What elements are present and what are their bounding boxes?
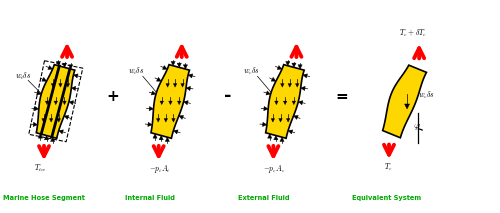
Polygon shape xyxy=(298,101,303,105)
Polygon shape xyxy=(186,86,190,91)
Polygon shape xyxy=(151,91,156,95)
Text: $- p_eA_e$: $- p_eA_e$ xyxy=(264,163,286,175)
Polygon shape xyxy=(286,61,290,66)
Polygon shape xyxy=(156,119,160,122)
Polygon shape xyxy=(156,77,161,81)
Polygon shape xyxy=(42,119,45,122)
Polygon shape xyxy=(264,106,268,111)
Text: Internal Fluid: Internal Fluid xyxy=(126,195,175,201)
Polygon shape xyxy=(188,74,193,78)
Polygon shape xyxy=(164,119,168,122)
Polygon shape xyxy=(151,65,190,138)
Polygon shape xyxy=(162,66,168,69)
Polygon shape xyxy=(33,122,38,127)
Polygon shape xyxy=(34,106,39,111)
Text: $\varphi$: $\varphi$ xyxy=(413,122,421,132)
Polygon shape xyxy=(171,61,175,66)
Polygon shape xyxy=(165,137,170,141)
Polygon shape xyxy=(184,65,188,69)
Polygon shape xyxy=(172,119,175,122)
Polygon shape xyxy=(181,84,184,87)
Text: $w_t\delta s$: $w_t\delta s$ xyxy=(14,71,31,82)
Text: External Fluid: External Fluid xyxy=(238,195,289,201)
Polygon shape xyxy=(62,101,66,105)
Text: $T_e$: $T_e$ xyxy=(384,161,393,173)
Text: $w_e\delta s$: $w_e\delta s$ xyxy=(418,89,435,101)
Polygon shape xyxy=(38,134,42,138)
Polygon shape xyxy=(57,119,60,122)
Polygon shape xyxy=(292,63,296,67)
Polygon shape xyxy=(44,135,48,140)
Polygon shape xyxy=(179,115,184,119)
Polygon shape xyxy=(166,84,170,87)
Polygon shape xyxy=(404,104,409,109)
Text: Equivalent System: Equivalent System xyxy=(352,195,422,201)
Polygon shape xyxy=(184,101,188,105)
Polygon shape xyxy=(382,65,426,138)
Polygon shape xyxy=(50,119,53,122)
Text: Marine Hose Segment: Marine Hose Segment xyxy=(3,195,85,201)
Text: +: + xyxy=(106,89,120,104)
Polygon shape xyxy=(148,122,152,127)
Text: -: - xyxy=(224,88,232,105)
Polygon shape xyxy=(298,65,302,69)
Polygon shape xyxy=(56,61,60,66)
Polygon shape xyxy=(153,134,157,138)
Polygon shape xyxy=(268,134,272,138)
Polygon shape xyxy=(36,65,75,138)
Polygon shape xyxy=(266,65,304,138)
Polygon shape xyxy=(159,135,164,140)
Text: $w_i\delta s$: $w_i\delta s$ xyxy=(128,66,144,77)
Text: $w_e\delta s$: $w_e\delta s$ xyxy=(242,66,260,77)
Polygon shape xyxy=(300,86,305,91)
Polygon shape xyxy=(277,66,282,69)
Polygon shape xyxy=(62,63,66,67)
Polygon shape xyxy=(58,130,64,134)
Polygon shape xyxy=(178,101,181,105)
Polygon shape xyxy=(149,106,154,111)
Polygon shape xyxy=(68,65,73,69)
Polygon shape xyxy=(262,122,267,127)
Text: $- p_iA_i$: $- p_iA_i$ xyxy=(148,163,170,175)
Polygon shape xyxy=(280,84,284,87)
Polygon shape xyxy=(54,101,58,105)
Polygon shape xyxy=(279,119,282,122)
Polygon shape xyxy=(69,101,73,105)
Polygon shape xyxy=(286,119,290,122)
Polygon shape xyxy=(288,84,292,87)
Polygon shape xyxy=(174,130,178,134)
Polygon shape xyxy=(74,74,78,78)
Polygon shape xyxy=(58,84,62,87)
Polygon shape xyxy=(46,101,49,105)
Polygon shape xyxy=(266,91,270,95)
Polygon shape xyxy=(303,74,308,78)
Polygon shape xyxy=(271,119,274,122)
Polygon shape xyxy=(288,130,293,134)
Polygon shape xyxy=(294,115,298,119)
Polygon shape xyxy=(274,101,278,105)
Polygon shape xyxy=(271,77,276,81)
Text: =: = xyxy=(336,89,348,104)
Polygon shape xyxy=(48,66,52,69)
Polygon shape xyxy=(296,84,299,87)
Polygon shape xyxy=(168,101,172,105)
Polygon shape xyxy=(177,63,182,67)
Polygon shape xyxy=(42,77,46,81)
Polygon shape xyxy=(174,84,177,87)
Polygon shape xyxy=(72,86,76,91)
Polygon shape xyxy=(292,101,296,105)
Polygon shape xyxy=(280,137,284,141)
Text: $T_e + \delta T_e$: $T_e + \delta T_e$ xyxy=(398,28,427,39)
Polygon shape xyxy=(50,137,55,141)
Polygon shape xyxy=(51,84,54,87)
Polygon shape xyxy=(64,115,69,119)
Polygon shape xyxy=(36,91,41,95)
Polygon shape xyxy=(160,101,164,105)
Text: $T_{tw}$: $T_{tw}$ xyxy=(34,163,46,174)
Polygon shape xyxy=(274,135,278,140)
Polygon shape xyxy=(284,101,287,105)
Polygon shape xyxy=(66,84,70,87)
